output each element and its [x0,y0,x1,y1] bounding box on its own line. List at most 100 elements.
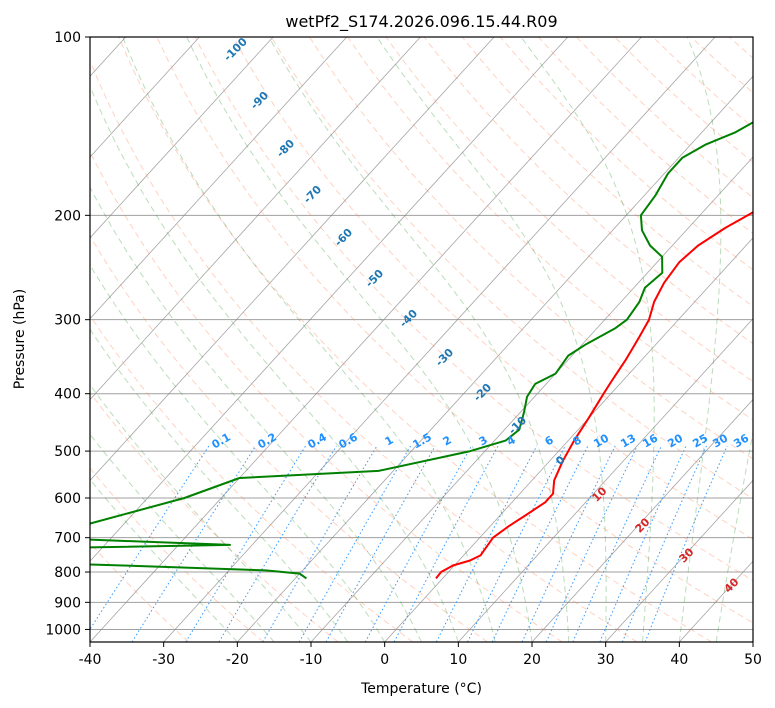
mixing-ratio-line [599,445,687,642]
moist-adiabat-line [268,37,570,642]
mixing-ratio-line [491,445,589,642]
isotherm-line [237,75,753,642]
x-tick-label: -20 [226,652,249,668]
y-tick-label: 100 [54,30,81,46]
moist-adiabat-line [90,186,422,642]
isotherm-line [90,37,274,239]
dry-adiabat-label: 20 [633,515,653,535]
mixing-ratio-label: 0.6 [337,430,361,451]
mixing-ratio-line [325,445,436,642]
background-lines [90,37,753,642]
mixing-ratio-label: 2 [441,433,454,448]
x-axis: -40 -30 -20 -10 0 10 20 30 40 50 [79,642,762,668]
dry-adiabat-line [461,37,753,307]
mixing-ratio-line [90,445,210,631]
dry-adiabat-label: -70 [301,183,324,206]
moist-adiabat-line [520,37,655,642]
moist-adiabat-line [90,433,275,642]
chart-title: wetPf2_S174.2026.096.15.44.R09 [285,12,557,32]
mixing-ratio-line [572,445,662,642]
isotherm-line [90,37,495,481]
dry-adiabat-line [194,37,753,582]
mixing-ratio-label: 1 [383,433,396,448]
dry-adiabat-line [423,37,753,345]
y-tick-label: 700 [54,531,81,547]
mixing-ratio-line [185,445,307,642]
dry-adiabat-line [309,37,753,460]
dry-adiabat-line [270,37,753,500]
mixing-ratio-label: 36 [731,431,751,450]
mixing-ratio-line [644,445,728,642]
dry-adiabat-line [690,37,753,94]
dry-adiabat-line [90,314,414,642]
mixing-ratio-line [131,445,257,642]
isotherm-line [310,156,753,642]
moist-adiabat-line [122,37,496,642]
y-tick-label: 600 [54,491,81,507]
x-tick-label: 20 [523,652,541,668]
mixing-ratio-label: 25 [690,432,710,451]
mixing-ratio-label: 20 [665,431,685,450]
dry-adiabat-line [90,542,190,642]
mixing-ratio-label: 16 [640,431,660,450]
isotherm-line [752,641,753,642]
moist-adiabat-line [376,37,607,642]
moist-adiabat-line [715,429,753,642]
isotherm-line [90,37,569,562]
isotherm-line [90,37,348,320]
isotherm-line [90,37,421,401]
dry-adiabat-line [90,59,638,642]
dry-adiabat-label: -30 [433,346,456,369]
dry-adiabat-label: -40 [397,307,420,330]
isotherm-line [605,479,753,642]
isotherm-line [531,398,753,642]
mixing-ratio-label: 30 [710,431,730,450]
curve-labels: -100-90-80-70-60-50-40-30-20-10010203040… [210,35,752,596]
temperature-profile-line [435,211,753,580]
dry-adiabat-label: -80 [274,137,297,160]
dry-adiabat-line [347,37,753,421]
dry-adiabat-label: -50 [363,267,386,290]
moist-adiabat-line [90,328,349,642]
dewpoint-profile-line [90,121,753,580]
dry-adiabat-line [90,467,264,642]
y-tick-label: 200 [54,208,81,224]
dry-adiabat-label: 30 [677,545,697,565]
dry-adiabat-line [232,37,753,540]
y-tick-label: 400 [54,387,81,403]
x-axis-title: Temperature (°C) [360,681,482,697]
y-tick-label: 800 [54,565,81,581]
dry-adiabat-line [90,234,488,642]
y-tick-label: 500 [54,444,81,460]
moist-adiabat-line [90,85,459,642]
moist-adiabat-line [90,384,312,642]
mixing-ratio-line [364,445,472,642]
mixing-ratio-line [467,445,566,642]
dry-adiabat-line [385,37,753,383]
mixing-ratio-label: 8 [571,433,584,448]
moist-adiabat-line [186,37,533,642]
isotherm-line [163,37,716,642]
mixing-ratio-line [621,445,707,642]
y-axis-title: Pressure (hPa) [12,289,28,389]
x-tick-label: -30 [152,652,175,668]
dry-adiabat-line [538,37,753,235]
mixing-ratio-line [218,445,337,642]
y-tick-label: 900 [54,595,81,611]
dry-adiabat-line [156,37,753,624]
mixing-ratio-line [262,445,378,642]
profile-lines [90,121,753,580]
isotherm-line [90,37,200,158]
mixing-ratio-label: 0.4 [306,430,330,451]
dry-adiabat-line [652,37,753,128]
moist-adiabat-line [90,478,238,642]
dry-adiabat-label: -20 [471,381,494,404]
x-tick-label: 40 [670,652,688,668]
dry-adiabat-label: -90 [248,89,271,112]
mixing-ratio-label: 0.2 [256,430,279,451]
x-tick-label: -10 [300,652,323,668]
x-tick-label: 30 [597,652,615,668]
dry-adiabat-line [118,37,712,642]
y-tick-label: 300 [54,313,81,329]
y-axis: 100 200 300 400 500 600 700 800 900 1000 [45,30,90,638]
